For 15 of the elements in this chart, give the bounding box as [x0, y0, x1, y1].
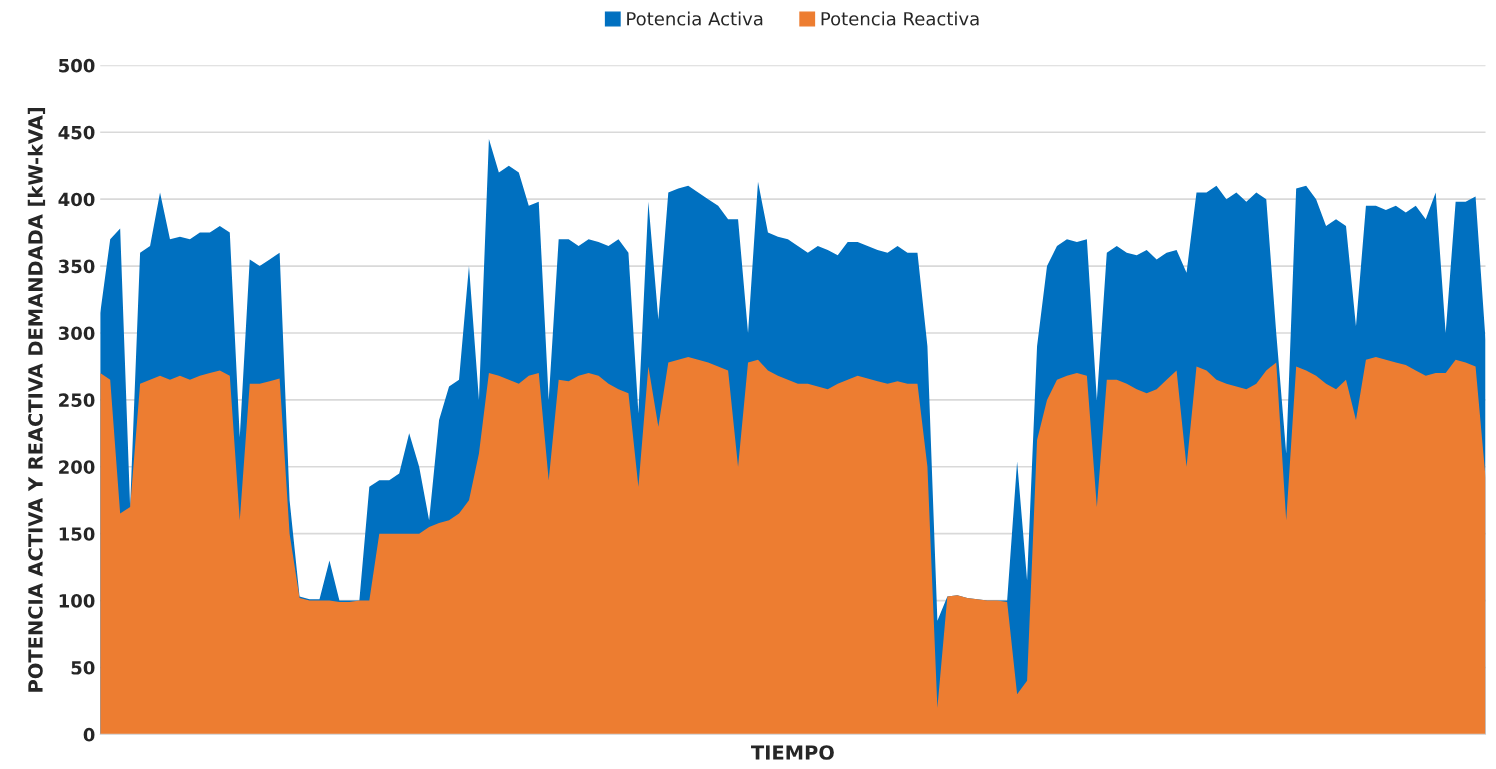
y-tick-label: 300: [58, 326, 95, 341]
y-tick-label: 250: [59, 393, 95, 407]
y-tick-label: 400: [58, 192, 95, 207]
y-tick-label: 350: [58, 259, 95, 274]
y-tick-label: 100: [59, 594, 95, 608]
y-tick-label: 450: [58, 125, 95, 140]
y-tick-label: 50: [71, 660, 95, 675]
legend-label: Potencia Activa: [627, 11, 763, 26]
y-tick-label: 500: [59, 58, 95, 73]
y-tick-label: 150: [59, 527, 95, 541]
y-tick-label: 0: [83, 727, 95, 742]
legend-label: Potencia Reactiva: [821, 11, 979, 26]
y-axis-title: POTENCIA ACTIVA Y REACTIVA DEMANDADA [kW-kVA]: [27, 108, 46, 692]
x-axis-title: TIEMPO: [751, 745, 834, 760]
y-tick-label: 200: [59, 460, 95, 474]
